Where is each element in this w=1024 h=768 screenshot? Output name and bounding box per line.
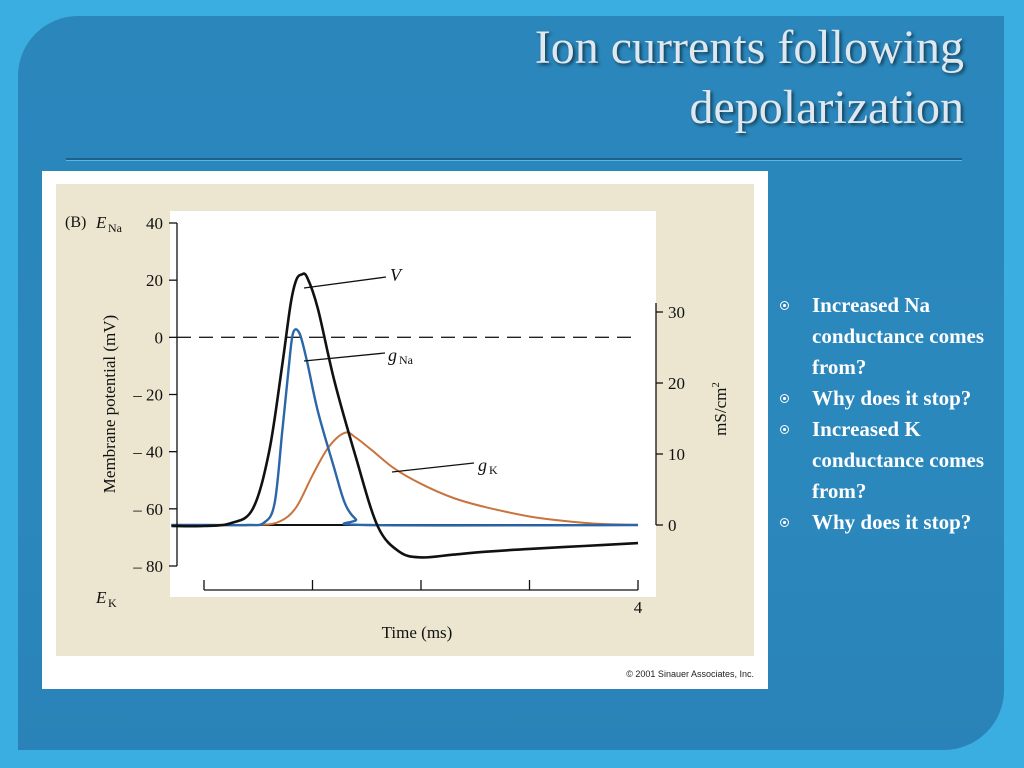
panel-label: (B) [65, 214, 86, 231]
gna-series-label: g [388, 345, 397, 365]
slide-title: Ion currents following depolarization [264, 18, 964, 138]
bullet-list: Increased Na conductance comes from? Why… [780, 290, 990, 538]
bullet-icon [780, 301, 789, 310]
bullet-icon [780, 518, 789, 527]
e-k-subscript: K [108, 596, 117, 610]
y-tick-label-left: 0 [155, 328, 164, 347]
bullet-text: Why does it stop? [812, 386, 972, 410]
y-tick-label-left: 40 [146, 214, 163, 233]
bullet-text: Why does it stop? [812, 510, 972, 534]
y-tick-label-right: 20 [668, 374, 685, 393]
e-na-label: E [95, 213, 107, 232]
e-na-subscript: Na [108, 221, 123, 235]
x-axis-label: Time (ms) [382, 623, 453, 642]
plot-area [170, 211, 656, 597]
bullet-text: Increased K conductance comes from? [812, 417, 985, 503]
bullet-icon [780, 425, 789, 434]
y-axis-right-label-text: mS/cm [711, 388, 730, 436]
title-line-1: Ion currents following [534, 21, 964, 74]
title-divider [66, 158, 962, 160]
v-series-leader [303, 276, 387, 289]
gk-series-subscript: K [489, 463, 498, 477]
gk-conductance-line [171, 431, 639, 527]
y-tick-label-left: – 80 [132, 557, 163, 576]
y-tick-label-left: – 60 [132, 500, 163, 519]
y-tick-label-right: 10 [668, 445, 685, 464]
bullet-item: Why does it stop? [780, 383, 990, 414]
y-axis-right-label: mS/cm2 [710, 382, 730, 436]
chart-labels: (B) E Na E K Membrane potential (mV) mS/… [65, 213, 730, 642]
y-tick-label-left: 20 [146, 271, 163, 290]
gna-conductance-line [171, 328, 639, 527]
axes-group: 40 20 0 – 20 – 40 – 60 – 80 0 10 20 30 4 [132, 214, 685, 617]
v-series-label: V [390, 265, 403, 285]
action-potential-chart: 40 20 0 – 20 – 40 – 60 – 80 0 10 20 30 4 (B) E Na E… [65, 211, 730, 642]
gk-series-label: g [478, 455, 487, 475]
e-k-label: E [95, 588, 107, 607]
bullet-item: Increased Na conductance comes from? [780, 290, 990, 383]
copyright-notice: © 2001 Sinauer Associates, Inc. [626, 669, 754, 679]
title-line-2: depolarization [689, 81, 964, 134]
bullet-item: Why does it stop? [780, 507, 990, 538]
y-tick-label-left: – 40 [132, 443, 163, 462]
membrane-potential-line [171, 272, 639, 559]
gk-series-leader [391, 462, 475, 473]
gna-series-leader [303, 352, 386, 362]
y-tick-label-right: 30 [668, 303, 685, 322]
series-group [171, 272, 639, 559]
y-axis-right-label-superscript: 2 [710, 382, 722, 388]
x-tick-label: 4 [634, 598, 643, 617]
figure-frame: 40 20 0 – 20 – 40 – 60 – 80 0 10 20 30 4 (B) E Na E… [42, 171, 768, 689]
bullet-icon [780, 394, 789, 403]
y-tick-label-left: – 20 [132, 386, 163, 405]
bullet-text: Increased Na conductance comes from? [812, 293, 985, 379]
y-tick-label-right: 0 [668, 516, 677, 535]
gna-series-subscript: Na [399, 353, 414, 367]
y-axis-left-label: Membrane potential (mV) [100, 315, 119, 493]
bullet-item: Increased K conductance comes from? [780, 414, 990, 507]
